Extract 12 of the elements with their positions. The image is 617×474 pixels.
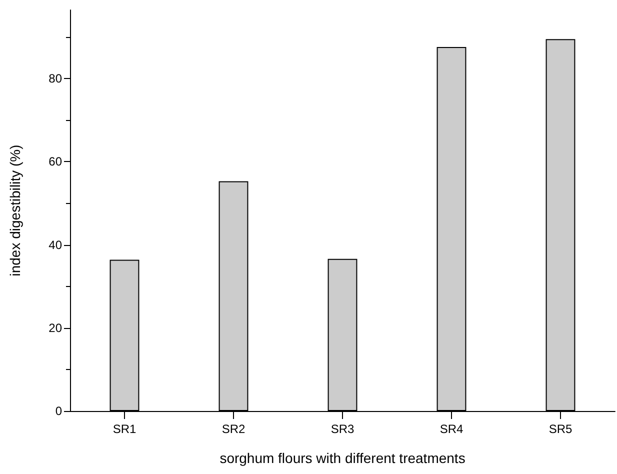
x-tick-label: SR5 [548, 422, 572, 436]
x-tick-label: SR1 [112, 422, 136, 436]
y-axis-title: index digestibility (%) [7, 144, 23, 276]
x-axis-title: sorghum flours with different treatments [220, 450, 466, 466]
y-tick-label: 20 [48, 320, 62, 335]
y-tick-label: 60 [48, 154, 62, 169]
y-tick-label: 80 [48, 72, 62, 86]
y-tick-label: 40 [48, 238, 62, 252]
y-tick-label: 0 [55, 404, 62, 418]
x-tick-label: SR2 [222, 422, 246, 436]
x-tick-label: SR3 [330, 422, 354, 436]
x-tick-label: SR4 [440, 422, 464, 436]
